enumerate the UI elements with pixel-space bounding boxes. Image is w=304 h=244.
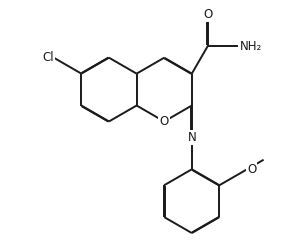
Text: N: N bbox=[188, 131, 196, 144]
Text: O: O bbox=[160, 115, 169, 128]
Text: NH₂: NH₂ bbox=[240, 40, 262, 52]
Text: Cl: Cl bbox=[42, 51, 54, 64]
Text: O: O bbox=[247, 163, 256, 176]
Text: O: O bbox=[203, 8, 212, 21]
